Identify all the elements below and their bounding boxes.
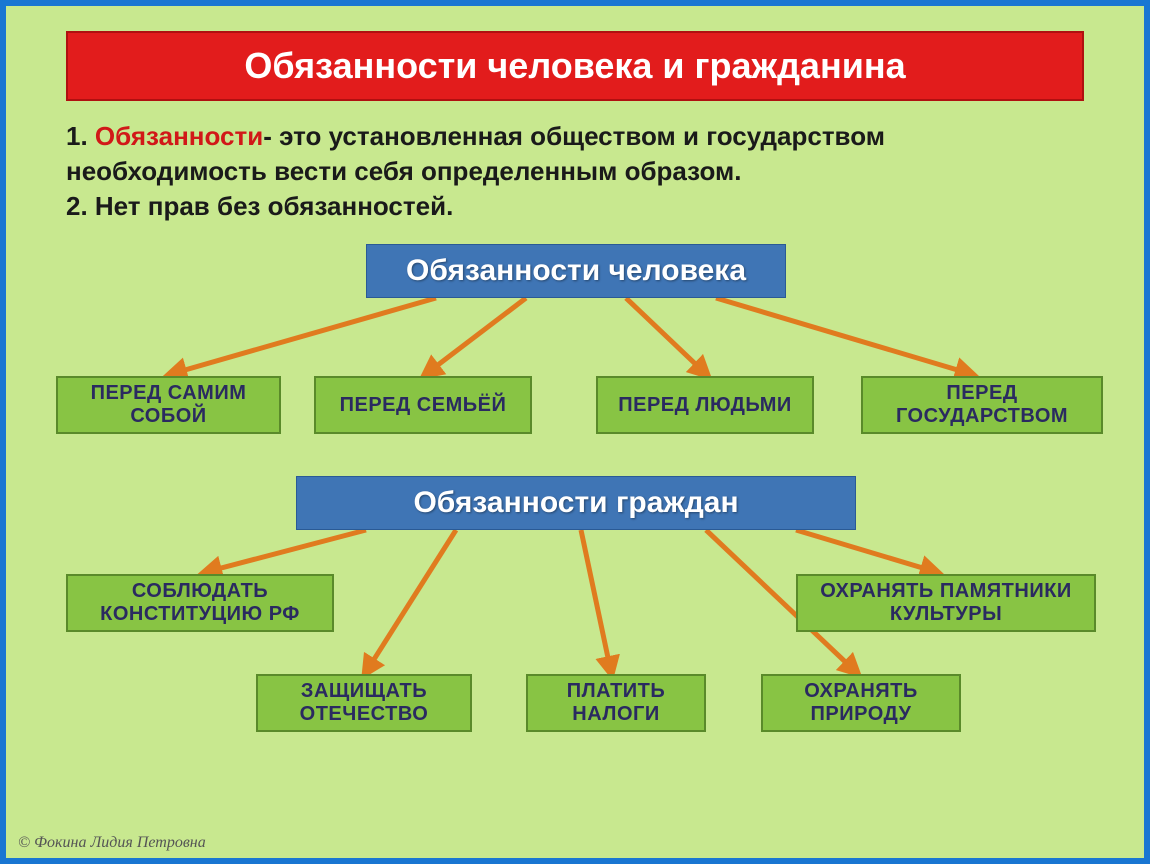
node-c2: ОХРАНЯТЬ ПАМЯТНИКИ КУЛЬТУРЫ <box>796 574 1096 632</box>
slide-frame: Обязанности человека и гражданина 1. Обя… <box>0 0 1150 864</box>
definition-block: 1. Обязанности- это установленная общест… <box>66 119 1084 224</box>
node-c5: ОХРАНЯТЬ ПРИРОДУ <box>761 674 961 732</box>
footer-credit: © Фокина Лидия Петровна <box>18 834 206 852</box>
title-banner: Обязанности человека и гражданина <box>66 31 1084 101</box>
node-c_root: Обязанности граждан <box>296 476 856 530</box>
arrow-c_root-c3 <box>366 530 456 672</box>
node-h2: ПЕРЕД СЕМЬЁЙ <box>314 376 532 434</box>
node-c3: ЗАЩИЩАТЬ ОТЕЧЕСТВО <box>256 674 472 732</box>
arrow-c_root-c2 <box>796 530 936 572</box>
node-h_root: Обязанности человека <box>366 244 786 298</box>
arrow-h_root-h2 <box>426 298 526 374</box>
node-c4: ПЛАТИТЬ НАЛОГИ <box>526 674 706 732</box>
node-h4: ПЕРЕД ГОСУДАРСТВОМ <box>861 376 1103 434</box>
point2-text: 2. Нет прав без обязанностей. <box>66 191 453 221</box>
point1-highlight: Обязанности <box>95 121 263 151</box>
arrow-h_root-h1 <box>171 298 436 374</box>
node-c1: СОБЛЮДАТЬ КОНСТИТУЦИЮ РФ <box>66 574 334 632</box>
arrow-c_root-c4 <box>581 530 611 672</box>
node-h3: ПЕРЕД ЛЮДЬМИ <box>596 376 814 434</box>
point1-number: 1. <box>66 121 95 151</box>
diagram-area: Обязанности человека ПЕРЕД САМИМ СОБОЙ ПЕР… <box>6 236 1144 766</box>
arrow-h_root-h4 <box>716 298 971 374</box>
title-text: Обязанности человека и гражданина <box>244 45 905 86</box>
arrow-c_root-c1 <box>206 530 366 572</box>
node-h1: ПЕРЕД САМИМ СОБОЙ <box>56 376 281 434</box>
arrow-h_root-h3 <box>626 298 706 374</box>
